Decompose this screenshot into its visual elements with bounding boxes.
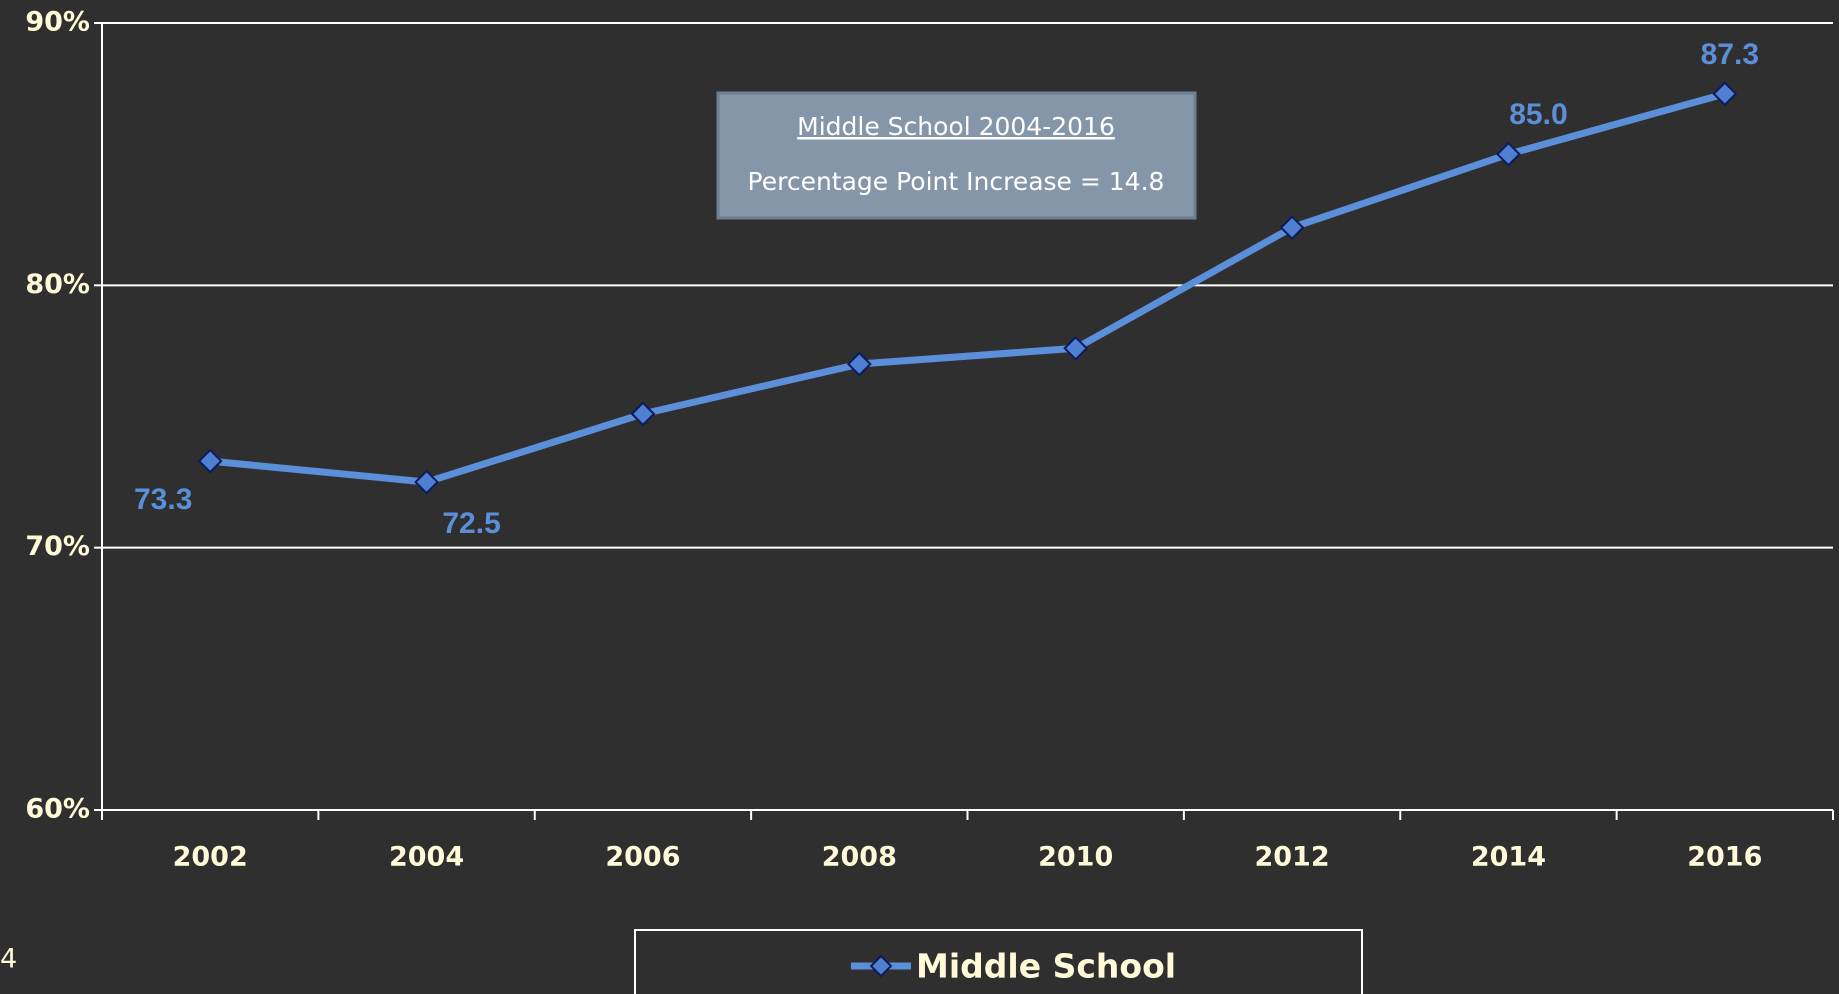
marker xyxy=(1712,81,1738,107)
x-tick-label: 2008 xyxy=(822,842,897,873)
annotation: Middle School 2004-2016 xyxy=(797,112,1115,141)
marker xyxy=(846,351,872,377)
marker xyxy=(197,448,223,474)
x-tick-label: 2002 xyxy=(173,842,248,873)
x-tick-label: 2016 xyxy=(1687,842,1762,873)
y-tick-label: 80% xyxy=(25,269,90,300)
marker xyxy=(1279,215,1305,241)
x-tick-label: 2014 xyxy=(1471,842,1546,873)
annotation-box xyxy=(716,91,1197,220)
slide-number: 4 xyxy=(0,944,17,975)
data-label: 85.0 xyxy=(1509,98,1567,131)
data-label: 72.5 xyxy=(442,507,500,540)
legend xyxy=(634,929,1363,994)
data-label: 87.3 xyxy=(1701,38,1759,71)
x-tick-label: 2012 xyxy=(1254,842,1329,873)
legend-label: Middle School xyxy=(916,947,1176,986)
line xyxy=(209,90,1726,486)
annotation: Percentage Point Increase = 14.8 xyxy=(748,167,1165,196)
y-tick-label: 70% xyxy=(25,531,90,562)
x-tick-label: 2010 xyxy=(1038,842,1113,873)
marker xyxy=(1496,141,1521,167)
x-tick-label: 2006 xyxy=(605,842,680,873)
y-tick-label: 60% xyxy=(25,794,90,825)
x-tick-label: 2004 xyxy=(389,842,464,873)
data-label: 73.3 xyxy=(134,483,192,516)
marker xyxy=(630,401,656,427)
marker xyxy=(414,469,439,495)
legend-marker xyxy=(869,954,893,978)
marker xyxy=(1063,335,1089,361)
y-tick-label: 90% xyxy=(25,7,90,38)
